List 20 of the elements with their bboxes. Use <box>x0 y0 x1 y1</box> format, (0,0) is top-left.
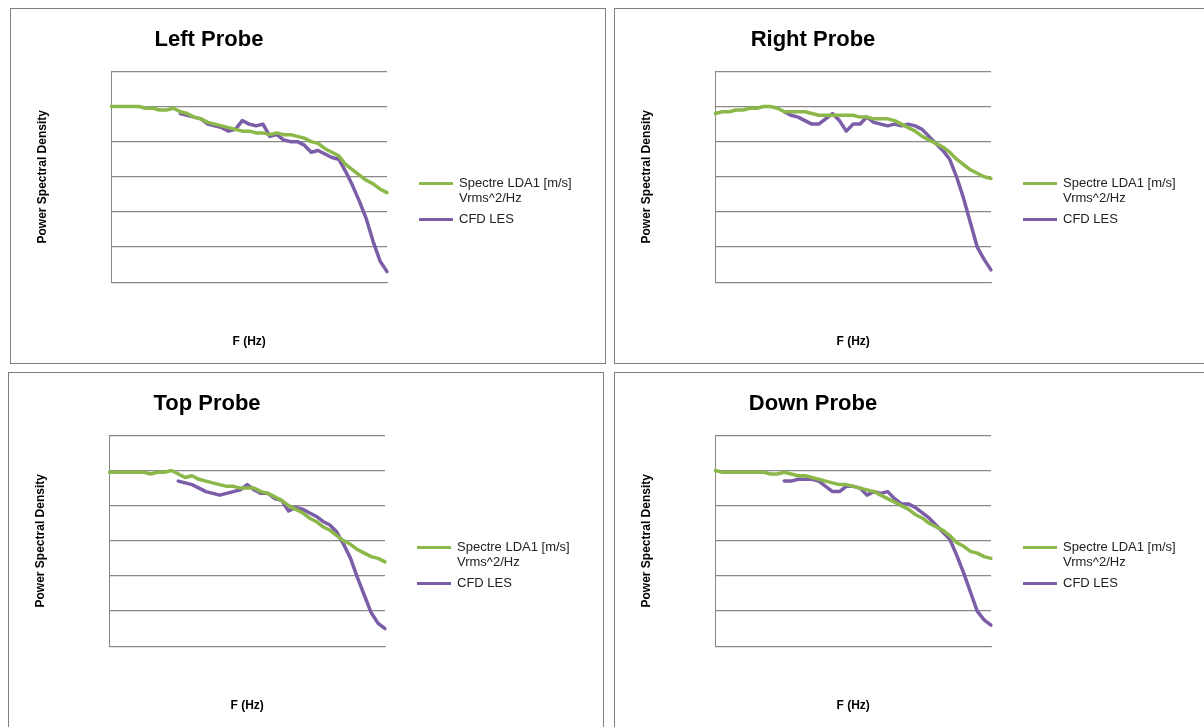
y-axis-title: Power Spectral Density <box>638 473 653 608</box>
y-axis-title: Power Spectral Density <box>34 109 49 244</box>
chart-title: Top Probe <box>153 390 261 416</box>
x-axis-title: F (Hz) <box>836 698 870 713</box>
legend-label: Spectre LDA1 [m/s] Vrms^2/Hz <box>1063 539 1177 569</box>
legend-label: CFD LES <box>457 575 512 590</box>
x-axis-title: F (Hz) <box>836 334 870 349</box>
legend-label: Spectre LDA1 [m/s] Vrms^2/Hz <box>457 539 571 569</box>
legend-label: Spectre LDA1 [m/s] Vrms^2/Hz <box>1063 175 1177 205</box>
legend-label: CFD LES <box>1063 211 1118 226</box>
chart-title: Right Probe <box>750 26 876 52</box>
y-axis-title: Power Spectral Density <box>32 473 47 608</box>
legend-label: CFD LES <box>459 211 514 226</box>
x-axis-title: F (Hz) <box>230 698 264 713</box>
y-axis-title: Power Spectral Density <box>638 109 653 244</box>
chart-title: Left Probe <box>154 26 264 52</box>
chart-title: Down Probe <box>748 390 878 416</box>
legend-label: CFD LES <box>1063 575 1118 590</box>
legend-label: Spectre LDA1 [m/s] Vrms^2/Hz <box>459 175 573 205</box>
x-axis-title: F (Hz) <box>232 334 266 349</box>
